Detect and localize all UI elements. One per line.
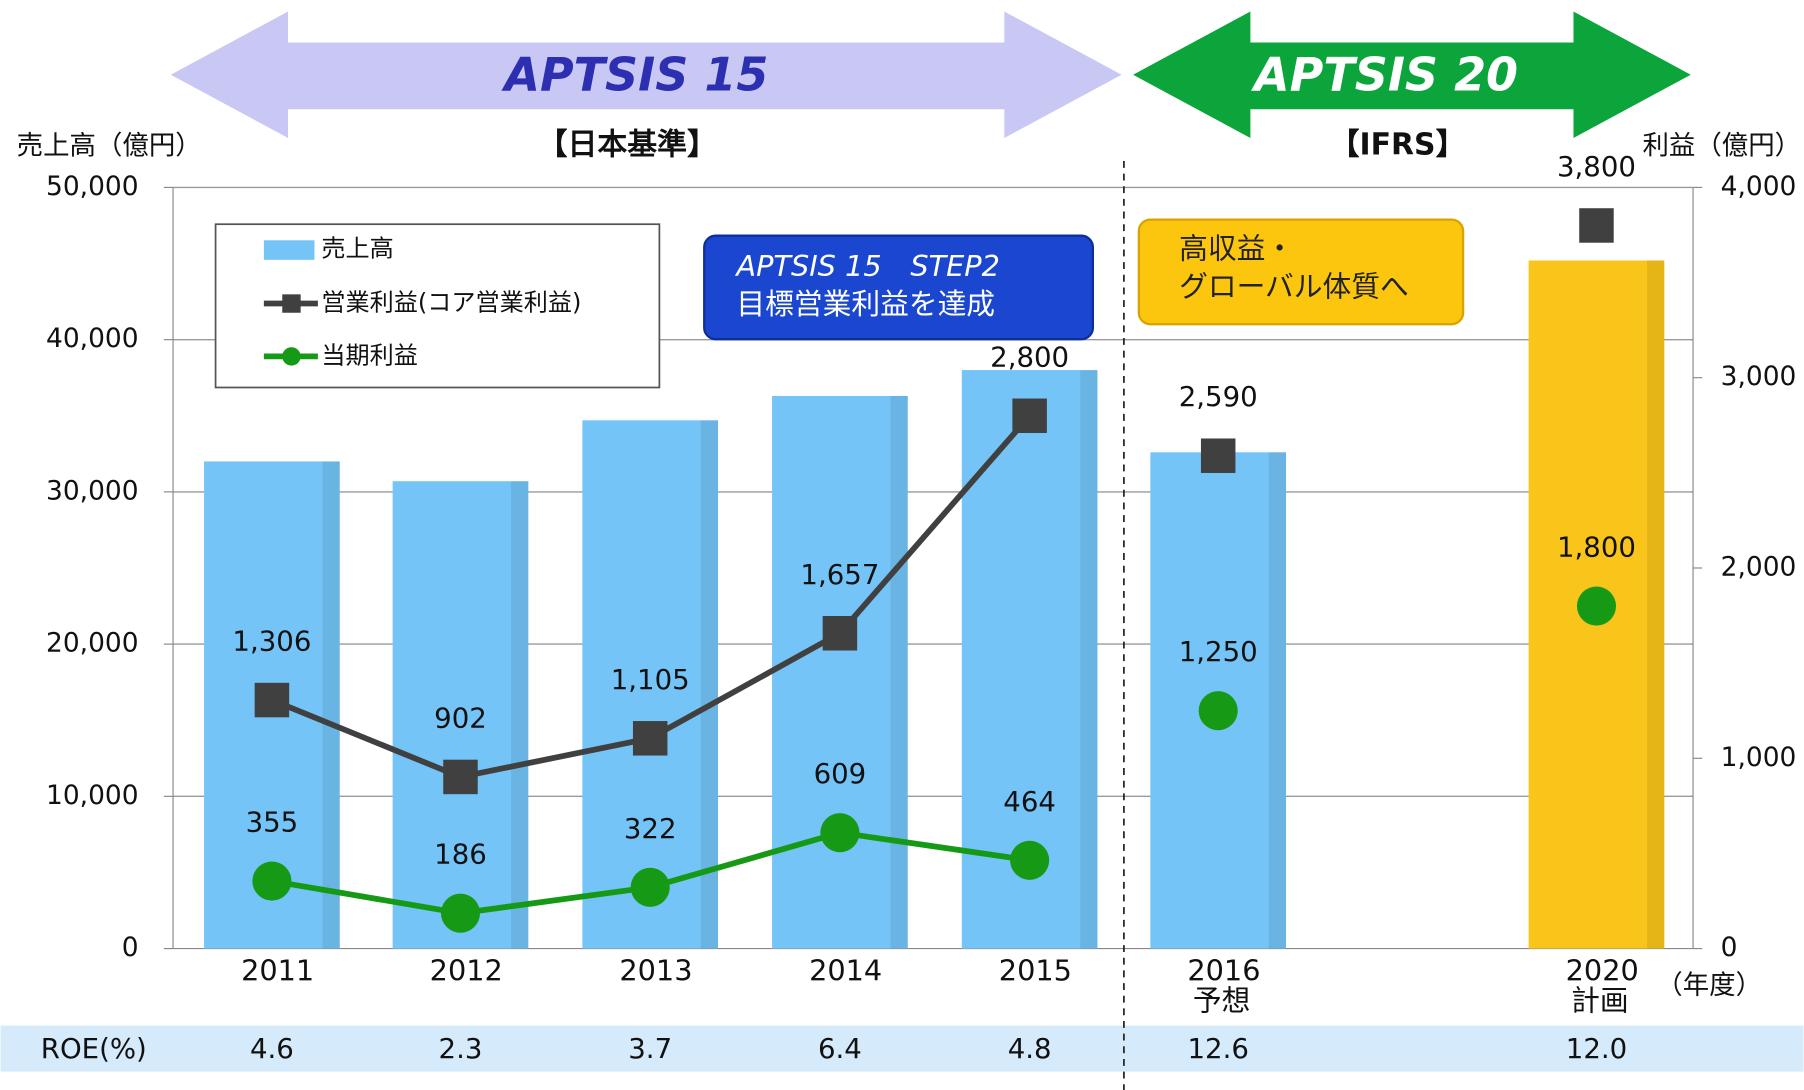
marker — [1010, 840, 1050, 880]
data-label: 1,250 — [1179, 635, 1258, 668]
marker — [630, 867, 670, 907]
y-tick-label: 30,000 — [46, 475, 139, 506]
annotation-text: APTSIS 15 STEP2 — [734, 249, 999, 283]
marker — [1012, 398, 1047, 434]
legend-marker — [282, 347, 301, 366]
y-tick-label: 10,000 — [46, 780, 139, 811]
y2-axis-label: 利益（億円） — [1642, 131, 1801, 162]
y2-tick-label: 1,000 — [1721, 742, 1797, 773]
table-cell: 2.3 — [439, 1032, 483, 1065]
data-label: 186 — [434, 838, 487, 871]
bar-shade — [890, 395, 908, 949]
period-standard: 【IFRS】 — [1330, 128, 1466, 163]
x-tick-label: 2020 — [1566, 954, 1639, 988]
marker — [1579, 208, 1614, 243]
marker — [822, 616, 858, 651]
y-tick-label: 40,000 — [46, 323, 139, 354]
x-unit: （年度） — [1656, 970, 1762, 1001]
data-label: 609 — [814, 757, 867, 790]
annotation-text: 高収益・ — [1179, 232, 1294, 266]
period-arrow — [170, 11, 1122, 138]
table-cell: 4.6 — [250, 1032, 294, 1065]
annotation-text: 目標営業利益を達成 — [736, 287, 995, 321]
y-tick-label: 50,000 — [46, 171, 139, 202]
table-cell: 6.4 — [818, 1032, 862, 1065]
x-tick-label: 2014 — [809, 954, 882, 988]
y2-tick-label: 2,000 — [1721, 551, 1797, 582]
marker — [820, 813, 860, 853]
y2-tick-label: 4,000 — [1721, 171, 1797, 202]
marker — [252, 861, 292, 901]
bar-shade — [1080, 370, 1098, 949]
table-cell: 12.6 — [1187, 1032, 1248, 1065]
y-tick-label: 0 — [122, 932, 139, 963]
marker — [632, 721, 668, 756]
annotation-box — [703, 234, 1095, 341]
marker — [1576, 586, 1617, 626]
y2-tick-label: 0 — [1721, 932, 1738, 963]
data-label: 1,657 — [800, 558, 879, 591]
data-label: 322 — [624, 812, 677, 845]
bar — [772, 395, 908, 949]
data-label: 902 — [434, 701, 487, 734]
table-cell: 4.8 — [1008, 1032, 1052, 1065]
table-band — [0, 1025, 1804, 1072]
period-name: APTSIS 15 — [501, 48, 768, 102]
bar — [392, 481, 529, 949]
table-cell: 3.7 — [628, 1032, 672, 1065]
data-label: 355 — [246, 806, 299, 839]
data-label: 1,306 — [232, 625, 311, 658]
data-label: 1,800 — [1557, 531, 1636, 564]
marker — [1200, 438, 1236, 473]
data-label: 464 — [1003, 785, 1056, 818]
y-axis-label: 売上高（億円） — [17, 131, 202, 162]
bar — [582, 420, 719, 949]
period-arrow — [1133, 11, 1691, 138]
table-label: ROE(%) — [41, 1032, 147, 1065]
marker — [443, 759, 478, 795]
x-tick-label: 2016 — [1187, 954, 1260, 988]
legend-swatch — [263, 240, 315, 260]
y-tick-label: 20,000 — [46, 628, 139, 659]
bar-shade — [700, 420, 719, 949]
data-label: 1,105 — [611, 663, 690, 696]
legend-label: 売上高 — [321, 235, 393, 263]
data-label: 2,800 — [990, 340, 1069, 373]
legend-label: 営業利益(コア営業利益) — [321, 289, 581, 317]
annotation-box — [1137, 218, 1465, 326]
x-tick-label: 2011 — [241, 954, 314, 988]
x-tick-label: 2015 — [999, 954, 1072, 988]
data-label: 2,590 — [1179, 380, 1258, 413]
marker — [1198, 691, 1238, 731]
bar-shade — [1268, 452, 1287, 949]
x-tick-note: 予想 — [1193, 984, 1250, 1018]
marker — [254, 682, 290, 718]
data-label: 3,800 — [1557, 150, 1636, 183]
x-tick-note: 計画 — [1571, 984, 1628, 1018]
bar-shade — [1647, 260, 1665, 949]
period-standard: 【日本基準】 — [538, 128, 717, 163]
table-cell: 12.0 — [1566, 1032, 1627, 1065]
bar-shade — [511, 481, 529, 949]
annotation-text: グローバル体質へ — [1179, 270, 1409, 304]
x-tick-label: 2013 — [619, 954, 692, 988]
period-name: APTSIS 20 — [1251, 48, 1518, 102]
y2-tick-label: 3,000 — [1721, 361, 1797, 392]
bar-shade — [322, 461, 340, 949]
legend-marker — [282, 294, 301, 313]
x-tick-label: 2012 — [430, 954, 503, 988]
marker — [440, 893, 481, 933]
legend-label: 当期利益 — [321, 341, 418, 369]
